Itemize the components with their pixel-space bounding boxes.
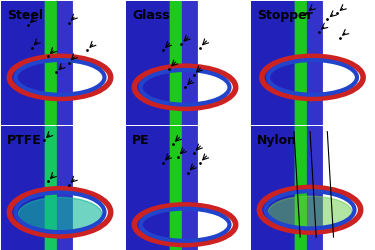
FancyBboxPatch shape (308, 82, 375, 250)
FancyBboxPatch shape (189, 0, 274, 168)
FancyBboxPatch shape (183, 82, 264, 250)
FancyBboxPatch shape (214, 82, 294, 250)
FancyBboxPatch shape (324, 82, 375, 250)
FancyBboxPatch shape (64, 82, 149, 250)
FancyBboxPatch shape (76, 0, 163, 168)
FancyBboxPatch shape (189, 82, 274, 250)
FancyBboxPatch shape (74, 0, 158, 168)
FancyBboxPatch shape (308, 0, 375, 168)
FancyBboxPatch shape (76, 82, 163, 250)
FancyBboxPatch shape (199, 82, 283, 250)
FancyBboxPatch shape (57, 82, 139, 250)
Text: Stopper: Stopper (257, 9, 313, 22)
FancyBboxPatch shape (199, 0, 283, 168)
FancyBboxPatch shape (89, 0, 169, 168)
FancyBboxPatch shape (74, 82, 158, 250)
FancyBboxPatch shape (0, 82, 44, 250)
FancyBboxPatch shape (0, 0, 44, 168)
FancyBboxPatch shape (314, 82, 375, 250)
FancyBboxPatch shape (201, 0, 288, 168)
FancyBboxPatch shape (0, 82, 38, 250)
Ellipse shape (268, 196, 352, 228)
Text: Steel: Steel (7, 9, 43, 22)
Text: PE: PE (132, 134, 150, 147)
FancyBboxPatch shape (183, 0, 264, 168)
Text: Glass: Glass (132, 9, 170, 22)
Ellipse shape (18, 198, 102, 232)
FancyBboxPatch shape (89, 82, 169, 250)
Text: PTFE: PTFE (7, 134, 42, 147)
FancyBboxPatch shape (214, 0, 294, 168)
FancyBboxPatch shape (201, 82, 288, 250)
FancyBboxPatch shape (0, 0, 38, 168)
Text: Nylon: Nylon (257, 134, 297, 147)
FancyBboxPatch shape (57, 0, 139, 168)
FancyBboxPatch shape (314, 0, 375, 168)
FancyBboxPatch shape (324, 0, 375, 168)
FancyBboxPatch shape (64, 0, 149, 168)
